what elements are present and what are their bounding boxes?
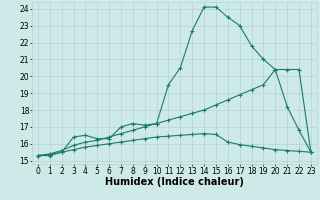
X-axis label: Humidex (Indice chaleur): Humidex (Indice chaleur)	[105, 177, 244, 187]
